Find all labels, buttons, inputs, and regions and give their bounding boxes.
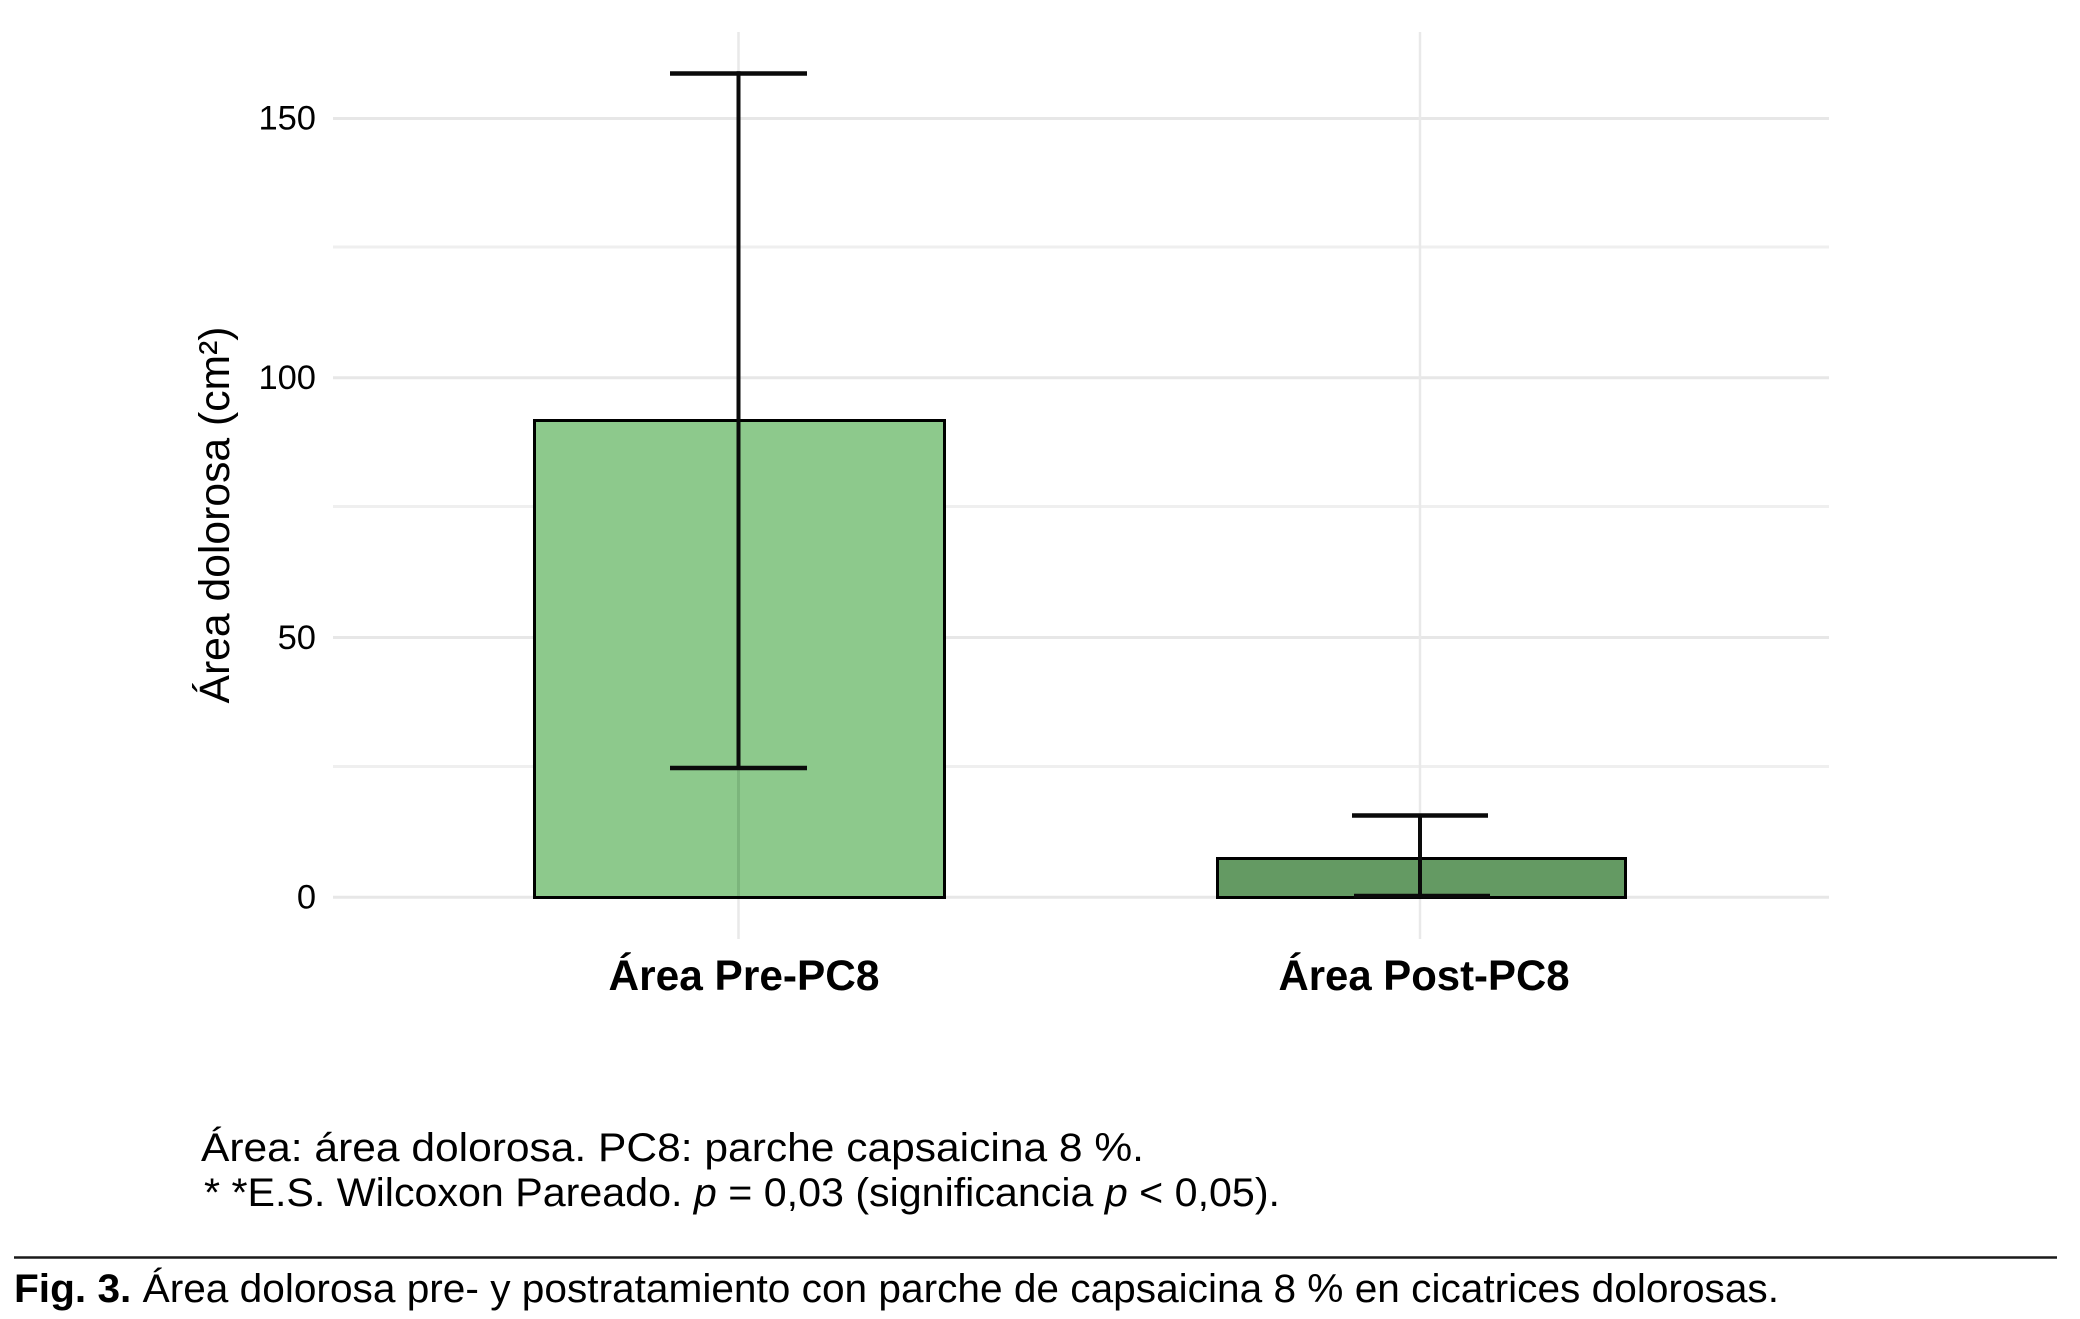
svg-text:150: 150: [258, 100, 316, 138]
svg-text:Área Post-PC8: Área Post-PC8: [1279, 952, 1570, 1000]
svg-text:* *E.S. Wilcoxon Pareado. p =: * *E.S. Wilcoxon Pareado. p = 0,03 (sign…: [204, 1171, 1280, 1215]
svg-text:Fig. 3. Área dolorosa pre- y p: Fig. 3. Área dolorosa pre- y postratamie…: [14, 1266, 1779, 1311]
svg-text:Área dolorosa (cm²): Área dolorosa (cm²): [192, 327, 239, 704]
svg-text:100: 100: [258, 359, 316, 397]
svg-text:Área Pre-PC8: Área Pre-PC8: [609, 952, 880, 1000]
svg-text:Área: área dolorosa. PC8: parc: Área: área dolorosa. PC8: parche capsaic…: [201, 1125, 1144, 1170]
svg-text:50: 50: [278, 619, 316, 657]
svg-text:0: 0: [297, 878, 316, 916]
